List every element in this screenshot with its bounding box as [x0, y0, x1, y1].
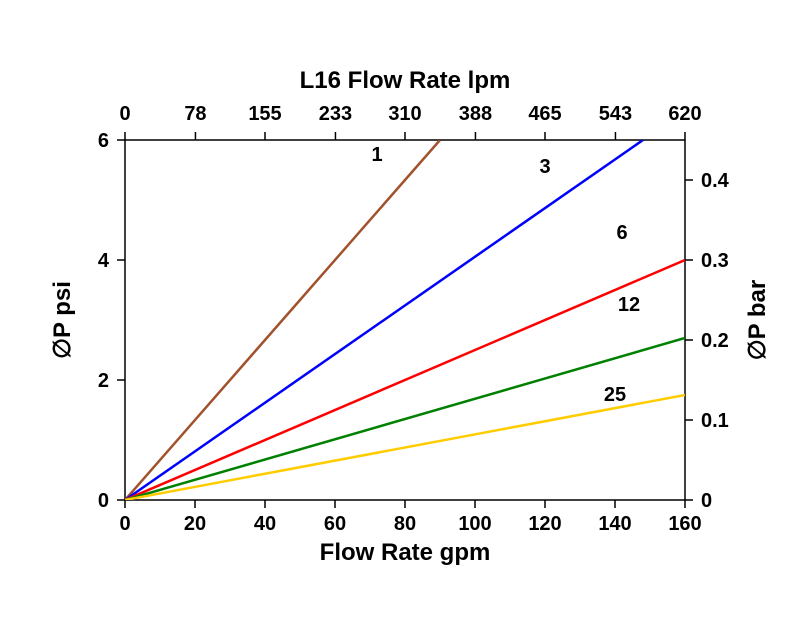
x-top-tick-label: 388 — [459, 103, 492, 125]
series-label-3: 3 — [539, 156, 550, 178]
y-right-tick-label: 0.3 — [701, 250, 729, 272]
x-bottom-tick-label: 140 — [598, 513, 631, 535]
chart-svg: 0204060801001201401600781552333103884655… — [0, 0, 794, 640]
y-right-axis-label: ∅P bar — [744, 280, 771, 361]
y-right-tick-label: 0 — [701, 490, 712, 512]
y-left-tick-label: 6 — [98, 130, 109, 152]
series-label-6: 6 — [616, 222, 627, 244]
y-right-tick-label: 0.2 — [701, 330, 729, 352]
y-left-tick-label: 0 — [98, 490, 109, 512]
y-left-axis-label: ∅P psi — [49, 281, 76, 359]
x-top-tick-label: 0 — [119, 103, 130, 125]
y-right-tick-label: 0.1 — [701, 410, 729, 432]
pressure-drop-chart: 0204060801001201401600781552333103884655… — [0, 0, 794, 640]
x-bottom-tick-label: 80 — [394, 513, 416, 535]
x-top-tick-label: 310 — [388, 103, 421, 125]
x-top-tick-label: 155 — [248, 103, 281, 125]
y-left-tick-label: 4 — [98, 250, 110, 272]
x-top-tick-label: 543 — [599, 103, 632, 125]
series-label-1: 1 — [371, 144, 382, 166]
x-top-tick-label: 465 — [528, 103, 561, 125]
x-bottom-tick-label: 160 — [668, 513, 701, 535]
series-label-25: 25 — [604, 384, 626, 406]
x-bottom-tick-label: 40 — [254, 513, 276, 535]
series-label-12: 12 — [618, 294, 640, 316]
x-bottom-tick-label: 0 — [119, 513, 130, 535]
y-left-tick-label: 2 — [98, 370, 109, 392]
x-bottom-tick-label: 60 — [324, 513, 346, 535]
x-axis-label: Flow Rate gpm — [320, 539, 491, 566]
chart-title-top: L16 Flow Rate lpm — [300, 67, 511, 94]
y-right-tick-label: 0.4 — [701, 170, 730, 192]
x-top-tick-label: 620 — [668, 103, 701, 125]
x-top-tick-label: 78 — [184, 103, 206, 125]
x-bottom-tick-label: 20 — [184, 513, 206, 535]
x-bottom-tick-label: 120 — [528, 513, 561, 535]
x-bottom-tick-label: 100 — [458, 513, 491, 535]
x-top-tick-label: 233 — [319, 103, 352, 125]
